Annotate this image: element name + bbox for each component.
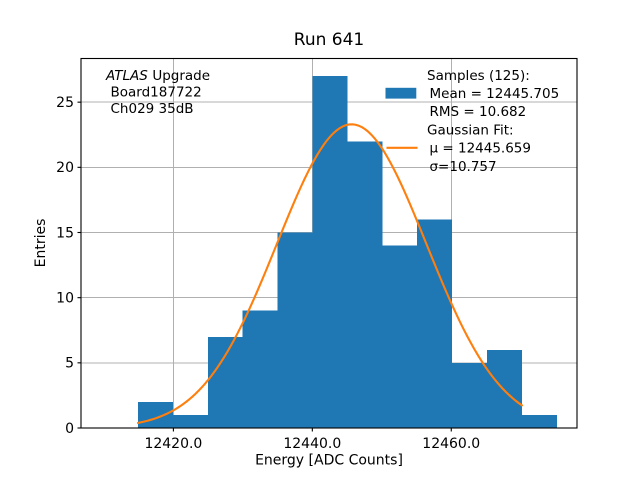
- y-tick-label: 0: [65, 421, 74, 437]
- histogram-bar: [417, 219, 453, 428]
- legend-label: Gaussian Fit:: [427, 122, 514, 138]
- gaussian-fit-line: [136, 123, 524, 424]
- annotation-upgrade: Upgrade: [152, 68, 210, 84]
- x-axis-label: Energy [ADC Counts]: [255, 453, 403, 469]
- annotation-atlas-italic: ATLAS: [105, 68, 148, 84]
- y-axis-label: Entries: [33, 219, 49, 268]
- legend-patch-samples: [385, 87, 417, 99]
- histogram-bar: [347, 141, 383, 428]
- x-tick-label: 12440.0: [283, 436, 341, 452]
- legend-label: Samples (125):: [427, 68, 530, 84]
- histogram-bar: [242, 310, 278, 428]
- annotation-line-2: Board187722: [111, 85, 202, 101]
- x-tick-label: 12460.0: [422, 436, 480, 452]
- y-tick-label: 20: [56, 160, 74, 176]
- x-tick-label: 12420.0: [144, 436, 202, 452]
- annotation-block: ATLAS Upgrade Board187722 Ch029 35dB: [105, 68, 210, 117]
- legend-label: σ=10.757: [430, 159, 497, 175]
- histogram-bar: [277, 232, 313, 428]
- histogram-bar: [312, 76, 348, 428]
- legend-label: RMS = 10.682: [430, 104, 527, 120]
- legend: Samples (125): Mean = 12445.705 RMS = 10.6…: [385, 68, 560, 175]
- y-tick-label: 10: [56, 290, 74, 306]
- histogram-bar: [172, 414, 208, 428]
- histogram-bar: [487, 349, 522, 428]
- histogram-bars: [137, 76, 557, 428]
- histogram-bar: [207, 336, 243, 428]
- y-tick-label: 15: [56, 225, 74, 241]
- histogram-bar: [137, 401, 173, 428]
- y-tick-label: 5: [65, 356, 74, 372]
- y-axis-ticks: 0 5 10 15 20 25: [56, 95, 81, 437]
- annotation-line-3: Ch029 35dB: [111, 101, 194, 117]
- chart-title: Run 641: [294, 30, 364, 50]
- histogram-bar: [521, 414, 557, 428]
- histogram-bar: [382, 245, 418, 428]
- plot-frame: [80, 57, 578, 429]
- annotation-line-1: ATLAS Upgrade: [105, 68, 210, 84]
- histogram-bar: [452, 362, 488, 428]
- y-tick-label: 25: [56, 95, 74, 111]
- legend-label: μ = 12445.659: [430, 141, 532, 157]
- x-axis-ticks: 12420.0 12440.0 12460.0: [144, 428, 480, 452]
- legend-label: Mean = 12445.705: [430, 86, 560, 102]
